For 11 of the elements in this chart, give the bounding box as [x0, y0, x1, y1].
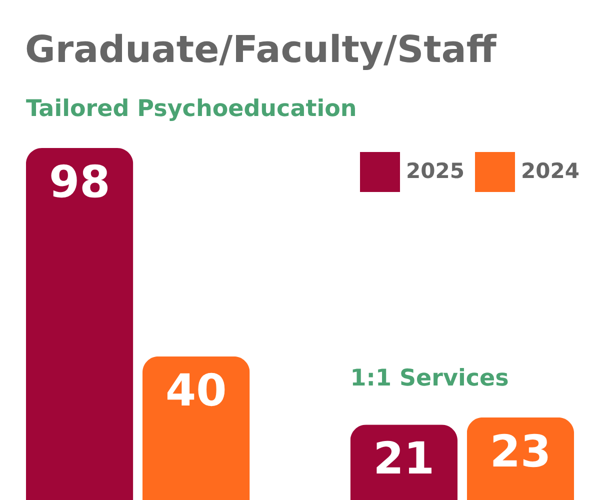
- bar: [142, 356, 250, 500]
- x-tick-label: 1:1 Services: [350, 365, 509, 392]
- bar: [26, 148, 134, 500]
- data-label: 23: [490, 426, 552, 478]
- legend-label: 2024: [521, 159, 580, 183]
- x-tick-label: Tailored Psychoeducation: [26, 96, 357, 122]
- legend-label: 2025: [406, 159, 464, 183]
- chart-title: Graduate/Faculty/Staff: [25, 28, 498, 71]
- data-label: 21: [373, 434, 434, 485]
- data-label: 98: [48, 157, 110, 208]
- data-label: 40: [166, 365, 227, 416]
